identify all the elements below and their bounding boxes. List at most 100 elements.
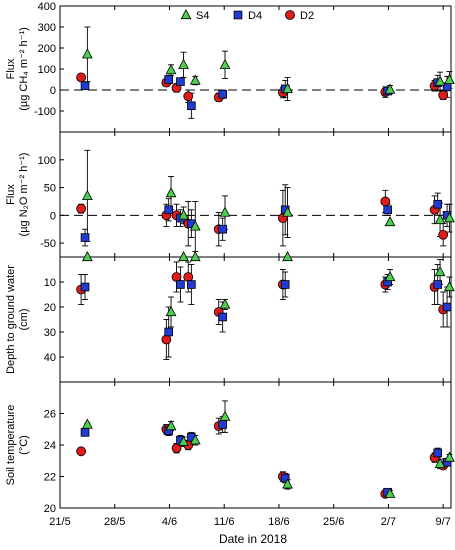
y-axis-label-line: Depth to ground water bbox=[5, 265, 17, 374]
data-point-D4 bbox=[433, 199, 443, 209]
y-axis-label: Soil temperature(°C) bbox=[5, 405, 30, 486]
data-point-S4 bbox=[82, 250, 93, 262]
data-point-S4 bbox=[219, 410, 231, 421]
data-point-D4 bbox=[280, 473, 290, 483]
y-axis-label-line: Flux bbox=[5, 58, 17, 79]
y-tick-label: 50 bbox=[44, 183, 56, 195]
data-point-D4 bbox=[164, 205, 173, 215]
y-tick-label: -100 bbox=[34, 106, 56, 118]
y-tick-label: 20 bbox=[44, 302, 56, 314]
data-point-S4 bbox=[434, 75, 446, 86]
data-point-D2 bbox=[183, 91, 194, 102]
data-point-S4 bbox=[189, 434, 201, 445]
y-axis-label: Depth to ground water(cm) bbox=[5, 265, 30, 374]
data-point-S4 bbox=[384, 215, 396, 227]
data-point-S4 bbox=[178, 250, 189, 262]
data-point-S4 bbox=[384, 83, 396, 94]
y-tick-label: 300 bbox=[38, 22, 56, 34]
legend-marker-D4 bbox=[233, 10, 243, 20]
legend-label-D4: D4 bbox=[248, 10, 262, 22]
data-point-S4 bbox=[434, 213, 446, 224]
y-tick-label: 0 bbox=[50, 210, 56, 222]
y-axis-label-line: Soil temperature bbox=[5, 405, 17, 486]
y-tick-label: -50 bbox=[40, 238, 56, 250]
y-tick-label: 26 bbox=[44, 409, 56, 421]
data-point-S4 bbox=[165, 305, 177, 317]
data-point-S4 bbox=[189, 250, 201, 262]
data-point-S4 bbox=[219, 58, 231, 69]
y-tick-label: 10 bbox=[44, 277, 56, 289]
data-point-S4 bbox=[282, 82, 293, 94]
y-axis-label: Flux(µg N₂O m⁻² h⁻¹) bbox=[5, 153, 30, 237]
panel-2: -50 0 50 100 Flux(µg N₂O m⁻² h⁻¹) bbox=[5, 131, 455, 258]
data-point-S4 bbox=[384, 270, 396, 282]
data-point-S4 bbox=[189, 220, 201, 231]
data-point-D2 bbox=[380, 196, 391, 207]
data-point-S4 bbox=[219, 298, 231, 309]
data-point-D2 bbox=[183, 272, 194, 282]
x-tick-label: 25/6 bbox=[323, 516, 344, 528]
x-tick-label: 4/6 bbox=[162, 516, 177, 528]
data-point-S4 bbox=[82, 418, 93, 429]
data-point-D2 bbox=[161, 334, 172, 345]
data-point-D4 bbox=[80, 233, 90, 242]
data-point-S4 bbox=[434, 457, 446, 469]
data-point-S4 bbox=[444, 451, 455, 462]
panel-1: -100 0 100 200 300 400 Flux(µg CH₄ m⁻² h⁻¹) bbox=[5, 1, 455, 133]
x-tick-label: 11/6 bbox=[214, 516, 235, 528]
data-point-D4 bbox=[176, 77, 185, 86]
data-point-D2 bbox=[438, 90, 449, 101]
data-point-S4 bbox=[282, 206, 293, 217]
data-point-D2 bbox=[76, 446, 87, 457]
y-axis-label-line: (cm) bbox=[18, 309, 30, 331]
y-tick-label: 100 bbox=[38, 64, 56, 76]
data-point-D4 bbox=[442, 302, 452, 312]
data-point-S4 bbox=[444, 280, 455, 292]
data-point-D4 bbox=[164, 75, 173, 84]
data-point-D4 bbox=[383, 205, 392, 215]
data-point-S4 bbox=[189, 74, 201, 85]
y-tick-label: 400 bbox=[38, 1, 56, 13]
data-point-S4 bbox=[165, 420, 177, 431]
data-point-S4 bbox=[178, 209, 189, 220]
y-axis-label-line: (µg N₂O m⁻² h⁻¹) bbox=[18, 153, 30, 237]
panel-frame bbox=[59, 381, 452, 509]
data-point-S4 bbox=[282, 250, 293, 262]
data-point-S4 bbox=[165, 187, 177, 198]
x-tick-label: 28/5 bbox=[104, 516, 125, 528]
panel-frame bbox=[59, 5, 452, 133]
data-point-D2 bbox=[171, 272, 182, 282]
data-point-D4 bbox=[218, 312, 227, 322]
data-point-D4 bbox=[80, 428, 90, 437]
data-point-D2 bbox=[76, 72, 87, 83]
x-tick-label: 2/7 bbox=[381, 516, 396, 528]
legend-label-D2: D2 bbox=[300, 10, 314, 22]
y-axis-label-line: Flux bbox=[5, 184, 17, 205]
data-point-S4 bbox=[165, 63, 177, 75]
panel-3: 10 20 30 40 Depth to ground water(cm) bbox=[5, 250, 455, 383]
y-tick-label: 20 bbox=[44, 503, 56, 515]
data-point-S4 bbox=[219, 206, 231, 217]
y-tick-label: 30 bbox=[44, 327, 56, 339]
panel-4: 20 22 24 26 Soil temperature(°C) bbox=[5, 381, 455, 515]
data-point-S4 bbox=[178, 58, 189, 69]
legend-label-S4: S4 bbox=[196, 10, 209, 22]
x-axis-label: Date in 2018 bbox=[219, 532, 287, 546]
data-point-S4 bbox=[384, 487, 396, 498]
y-tick-label: 22 bbox=[44, 472, 56, 484]
data-point-D2 bbox=[76, 203, 87, 214]
x-tick-label: 9/7 bbox=[436, 516, 451, 528]
data-point-D4 bbox=[80, 282, 90, 292]
data-point-S4 bbox=[434, 265, 446, 277]
y-tick-label: 200 bbox=[38, 43, 56, 55]
data-point-D4 bbox=[433, 280, 443, 289]
data-point-S4 bbox=[282, 478, 293, 489]
legend-marker-D2 bbox=[285, 10, 295, 20]
y-axis-label-line: (°C) bbox=[18, 435, 30, 455]
y-tick-label: 24 bbox=[44, 440, 56, 452]
data-point-D4 bbox=[280, 280, 290, 289]
panel-frame bbox=[59, 131, 452, 258]
legend: S4 D4 D2 bbox=[180, 8, 314, 22]
